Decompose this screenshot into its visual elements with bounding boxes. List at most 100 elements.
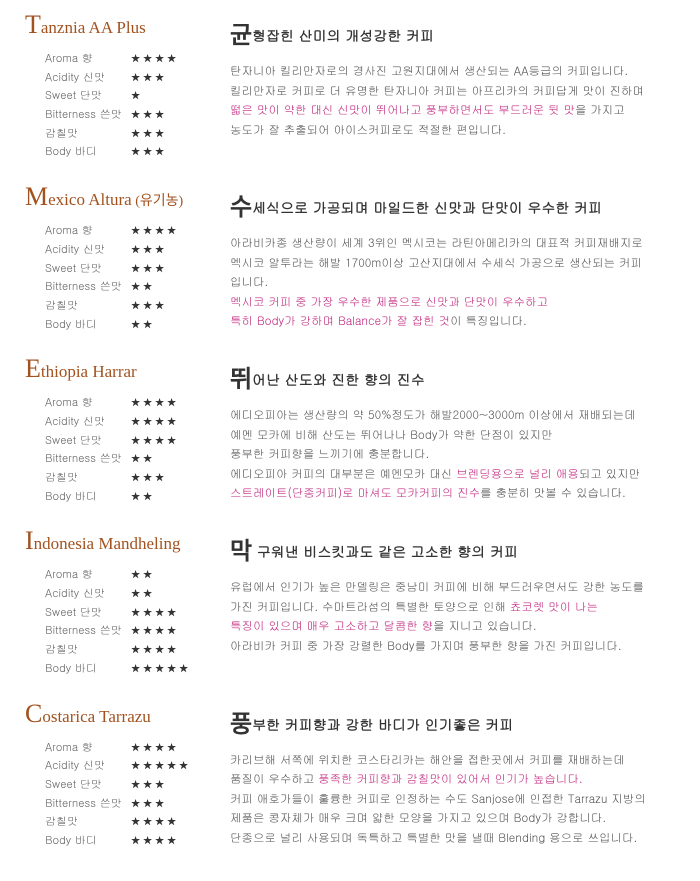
headline: 뛰어난 산도와 진한 향의 진수	[230, 359, 680, 394]
rating-stars: ★★★★	[130, 641, 178, 660]
rating-label: Body 바디	[45, 832, 130, 851]
rating-row: Aroma 향★★★★	[45, 394, 230, 413]
title-rest: ndonesia Mandheling	[34, 534, 181, 553]
headline-initial: 균	[230, 23, 252, 49]
rating-stars: ★★★	[130, 297, 166, 316]
rating-row: Acidity 신맛★★★	[45, 241, 230, 260]
rating-stars: ★★	[130, 316, 154, 335]
rating-label: Body 바디	[45, 488, 130, 507]
rating-label: Body 바디	[45, 143, 130, 162]
rating-row: Sweet 단맛★★★★	[45, 432, 230, 451]
highlight-text: 브렌딩용으로 널리 애용	[456, 466, 579, 482]
desc-text: 커피 애호가들이 훌륭한 커피로 인정하는 수도 Sanjose에 인접한 Ta…	[230, 791, 646, 846]
coffee-title: Costarica Tarrazu	[20, 699, 230, 729]
left-column: Ethiopia HarrarAroma 향★★★★Acidity 신맛★★★★…	[20, 354, 230, 506]
description: 아라비카종 생산량이 세계 3위인 멕시코는 라틴아메리카의 대표적 커피재배지…	[230, 234, 680, 332]
rating-stars: ★★★★	[130, 604, 178, 623]
coffee-section: Tanznia AA PlusAroma 향★★★★Acidity 신맛★★★S…	[20, 10, 680, 162]
coffee-title: Ethiopia Harrar	[20, 354, 230, 384]
rating-stars: ★★	[130, 278, 154, 297]
ratings-list: Aroma 향★★★★Acidity 신맛★★★Sweet 단맛★★★Bitte…	[20, 222, 230, 334]
title-initial: M	[25, 182, 48, 211]
rating-stars: ★★★★	[130, 394, 178, 413]
rating-row: Aroma 향★★★★	[45, 739, 230, 758]
rating-stars: ★★★★	[130, 832, 178, 851]
rating-label: 감칠맛	[45, 813, 130, 832]
coffee-section: Costarica TarrazuAroma 향★★★★Acidity 신맛★★…	[20, 699, 680, 851]
title-sub: (유기농)	[132, 194, 183, 209]
rating-stars: ★★★	[130, 106, 166, 125]
left-column: Mexico Altura (유기농) Aroma 향★★★★Acidity 신맛…	[20, 182, 230, 334]
rating-row: Aroma 향★★★★	[45, 222, 230, 241]
title-rest: ostarica Tarrazu	[42, 707, 150, 726]
headline: 막 구워낸 비스킷과도 같은 고소한 향의 커피	[230, 531, 680, 566]
rating-row: 감칠맛★★★	[45, 125, 230, 144]
rating-row: Sweet 단맛★★★	[45, 776, 230, 795]
rating-row: 감칠맛★★★★	[45, 813, 230, 832]
rating-label: Bitterness 쓴맛	[45, 278, 130, 297]
desc-text: 아라비카종 생산량이 세계 3위인 멕시코는 라틴아메리카의 대표적 커피재배지…	[230, 235, 643, 290]
title-initial: E	[25, 354, 41, 383]
rating-row: 감칠맛★★★	[45, 469, 230, 488]
headline-rest: 세식으로 가공되며 마일드한 신맛과 단맛이 우수한 커피	[252, 197, 602, 217]
highlight-text: 풍족한 커피향과 감칠맛이 있어서 인기가 높습니다.	[318, 771, 583, 787]
rating-row: Body 바디★★	[45, 316, 230, 335]
rating-row: Bitterness 쓴맛★★	[45, 278, 230, 297]
rating-label: Bitterness 쓴맛	[45, 795, 130, 814]
rating-row: Acidity 신맛★★★★	[45, 413, 230, 432]
rating-stars: ★★★	[130, 469, 166, 488]
right-column: 수세식으로 가공되며 마일드한 신맛과 단맛이 우수한 커피아라비카종 생산량이…	[230, 182, 680, 334]
rating-stars: ★★★★	[130, 50, 178, 69]
description: 탄자니아 킬리만자로의 경사진 고원지대에서 생산되는 AA등급의 커피입니다.…	[230, 62, 680, 140]
headline-initial: 뛰	[230, 367, 252, 393]
right-column: 뛰어난 산도와 진한 향의 진수에디오피아는 생산량의 약 50%정도가 해발2…	[230, 354, 680, 506]
title-initial: T	[25, 10, 41, 39]
rating-label: Acidity 신맛	[45, 585, 130, 604]
rating-stars: ★★	[130, 450, 154, 469]
ratings-list: Aroma 향★★★★Acidity 신맛★★★★★Sweet 단맛★★★Bit…	[20, 739, 230, 851]
rating-label: Acidity 신맛	[45, 241, 130, 260]
rating-stars: ★★★★	[130, 622, 178, 641]
rating-label: Acidity 신맛	[45, 757, 130, 776]
left-column: Tanznia AA PlusAroma 향★★★★Acidity 신맛★★★S…	[20, 10, 230, 162]
headline-initial: 막	[230, 539, 252, 565]
ratings-list: Aroma 향★★Acidity 신맛★★ Sweet 단맛★★★★Bittern…	[20, 566, 230, 678]
coffee-section: Ethiopia HarrarAroma 향★★★★Acidity 신맛★★★★…	[20, 354, 680, 506]
rating-label: Aroma 향	[45, 566, 130, 585]
title-rest: exico Altura	[48, 190, 132, 209]
rating-label: Acidity 신맛	[45, 413, 130, 432]
rating-label: Acidity 신맛	[45, 69, 130, 88]
headline-rest: 형잡힌 산미의 개성강한 커피	[252, 25, 434, 45]
rating-row: 감칠맛★★★★	[45, 641, 230, 660]
headline: 수세식으로 가공되며 마일드한 신맛과 단맛이 우수한 커피	[230, 187, 680, 222]
rating-label: Body 바디	[45, 660, 130, 679]
rating-row: Acidity 신맛★★★	[45, 69, 230, 88]
rating-row: Body 바디★★★	[45, 143, 230, 162]
desc-text: 탄자니아 킬리만자로의 경사진 고원지대에서 생산되는 AA등급의 커피입니다.…	[230, 63, 644, 99]
rating-stars: ★★★	[130, 69, 166, 88]
rating-row: Aroma 향★★	[45, 566, 230, 585]
rating-stars: ★★★	[130, 795, 166, 814]
rating-label: 감칠맛	[45, 469, 130, 488]
rating-label: Aroma 향	[45, 394, 130, 413]
rating-row: Aroma 향★★★★	[45, 50, 230, 69]
rating-label: Aroma 향	[45, 50, 130, 69]
rating-row: Sweet 단맛★	[45, 87, 230, 106]
rating-row: Body 바디★★	[45, 488, 230, 507]
rating-label: 감칠맛	[45, 297, 130, 316]
description: 유럽에서 인기가 높은 만델링은 중남미 커피에 비해 부드러우면서도 강한 농…	[230, 578, 680, 656]
rating-row: Bitterness 쓴맛★★★	[45, 795, 230, 814]
rating-stars: ★★	[130, 566, 154, 585]
rating-stars: ★★★	[130, 776, 166, 795]
rating-stars: ★	[130, 87, 142, 106]
rating-row: Sweet 단맛★★★★	[45, 604, 230, 623]
highlight-text: 떫은 맛이 약한 대신 신맛이 뛰어나고 풍부하면서도 부드러운 뒷 맛	[230, 102, 575, 118]
right-column: 균형잡힌 산미의 개성강한 커피탄자니아 킬리만자로의 경사진 고원지대에서 생…	[230, 10, 680, 162]
description: 카리브해 서쪽에 위치한 코스타리카는 해안을 접한곳에서 커피를 재배하는데 …	[230, 751, 680, 849]
rating-label: Bitterness 쓴맛	[45, 622, 130, 641]
rating-label: Sweet 단맛	[45, 432, 130, 451]
rating-stars: ★★★	[130, 241, 166, 260]
rating-stars: ★★★★	[130, 813, 178, 832]
rating-label: Sweet 단맛	[45, 87, 130, 106]
rating-label: 감칠맛	[45, 125, 130, 144]
